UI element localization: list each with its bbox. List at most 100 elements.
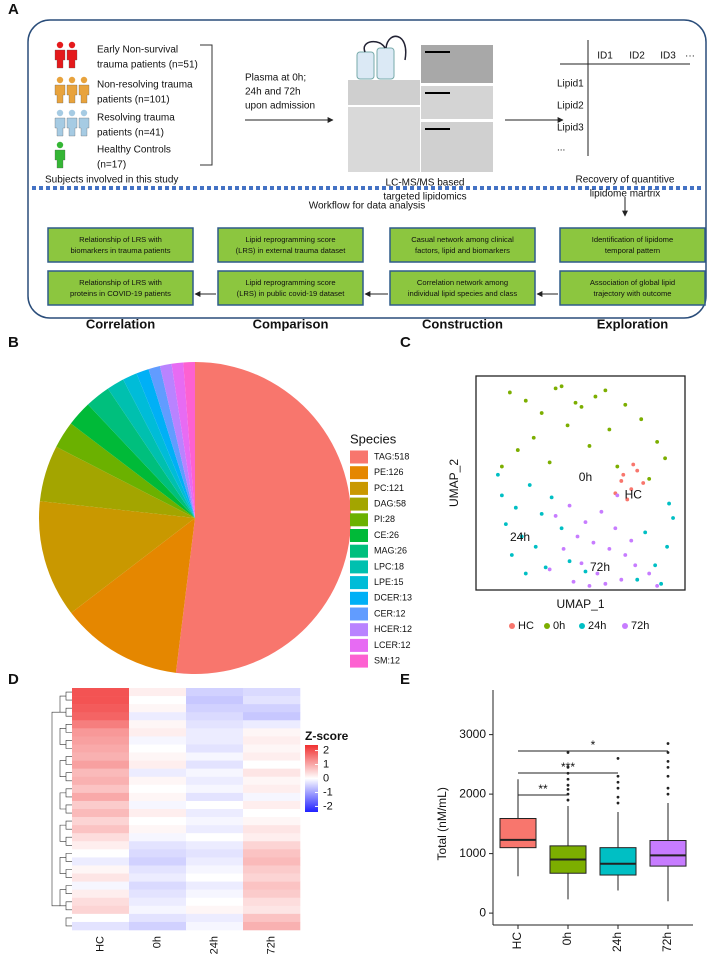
point (513, 505, 518, 510)
workflow-box (217, 227, 364, 263)
legend-label: SM:12 (374, 655, 400, 665)
heatmap-cell (72, 704, 130, 713)
dendrogram (65, 707, 72, 717)
person-body (54, 84, 66, 104)
colorbar-label: -2 (323, 800, 333, 812)
x-tick-label: 72h (660, 932, 674, 952)
legend-swatch (350, 497, 368, 511)
subject-label: patients (n=101) (97, 95, 170, 106)
heatmap-cell (72, 696, 130, 705)
point (553, 386, 558, 391)
legend-label: 72h (631, 620, 649, 632)
workflow-box-text: Association of global lipid (590, 278, 675, 287)
platform-caption: LC-MS/MS based (386, 178, 465, 189)
point (543, 565, 548, 570)
legend-label: 0h (553, 620, 565, 632)
point (579, 404, 584, 409)
panel-label: C (400, 334, 411, 351)
point (647, 571, 652, 576)
colorbar-label: 1 (323, 758, 329, 770)
dendrogram (65, 820, 72, 830)
dendrogram (65, 724, 72, 733)
person-head (68, 109, 76, 117)
point (499, 493, 504, 498)
box (499, 818, 537, 849)
point (515, 448, 520, 452)
point (583, 520, 588, 524)
point (561, 546, 566, 551)
subject-label: Early Non-survival (97, 45, 178, 56)
heatmap-cell (72, 744, 130, 753)
heatmap-cell (129, 873, 187, 882)
point (635, 468, 640, 473)
heatmap-cell (243, 913, 301, 923)
heatmap-cell (129, 688, 187, 697)
heatmap-cell (186, 817, 244, 826)
heatmap-cell (72, 905, 130, 915)
heatmap-cell (129, 784, 187, 794)
heatmap-cell (129, 696, 187, 705)
legend-swatch (350, 576, 368, 590)
point (591, 540, 596, 545)
legend-swatch (350, 607, 368, 621)
workflow-box-text: (LRS) in external trauma dataset (236, 246, 347, 255)
heatmap-cell (72, 921, 130, 931)
outlier (566, 777, 570, 781)
colorbar (305, 745, 318, 812)
instrument (348, 35, 493, 172)
workflow-box (559, 227, 706, 263)
point (523, 398, 528, 403)
point (603, 581, 608, 586)
legend-label: PI:28 (374, 514, 395, 524)
point (567, 559, 572, 564)
heatmap-cell (243, 833, 301, 842)
legend-swatch (350, 513, 368, 527)
heatmap-cell (243, 921, 301, 931)
colorbar-label: 2 (323, 744, 329, 756)
significance-label: ** (538, 782, 548, 796)
legend-swatch (350, 450, 368, 464)
point (613, 526, 618, 531)
legend-label: PE:126 (374, 467, 404, 477)
point (659, 581, 664, 586)
legend-swatch (350, 529, 368, 542)
person-head (56, 109, 64, 117)
person-body (66, 117, 78, 137)
heatmap-cell (243, 865, 301, 874)
heatmap-cell (72, 728, 130, 737)
person-body (54, 49, 66, 69)
pie-slice (136, 369, 195, 518)
legend-swatch (350, 544, 368, 558)
person-head (68, 41, 76, 49)
heatmap-cell (129, 728, 187, 737)
outlier (616, 780, 620, 784)
heatmap-cell (186, 849, 244, 858)
heatmap-cell (72, 913, 130, 923)
legend-swatch (350, 560, 368, 574)
dendrogram (59, 889, 66, 907)
y-axis-title: Total (nM/mL) (435, 787, 449, 860)
y-tick-label: 3000 (459, 727, 486, 741)
heatmap-cell (243, 784, 301, 794)
panel-label: E (400, 671, 410, 688)
heatmap-cell (72, 784, 130, 794)
heatmap-cell (243, 776, 301, 786)
heatmap-cell (243, 736, 301, 745)
heatmap-cell (243, 696, 301, 705)
heatmap-cell (129, 760, 187, 769)
x-tick-label: 24h (610, 932, 624, 952)
point (567, 503, 572, 508)
pie-slice (39, 501, 196, 613)
heatmap-cell (72, 825, 130, 834)
heatmap-cell (72, 849, 130, 858)
point (547, 460, 552, 465)
legend-label: CE:26 (374, 530, 399, 540)
workflow-box (47, 270, 194, 306)
outlier (666, 774, 670, 778)
dendrogram (65, 917, 72, 927)
heatmap-cell (72, 712, 130, 721)
point (509, 553, 514, 557)
point (587, 444, 592, 448)
person-head (68, 76, 76, 84)
stage-title: Exploration (597, 316, 669, 331)
